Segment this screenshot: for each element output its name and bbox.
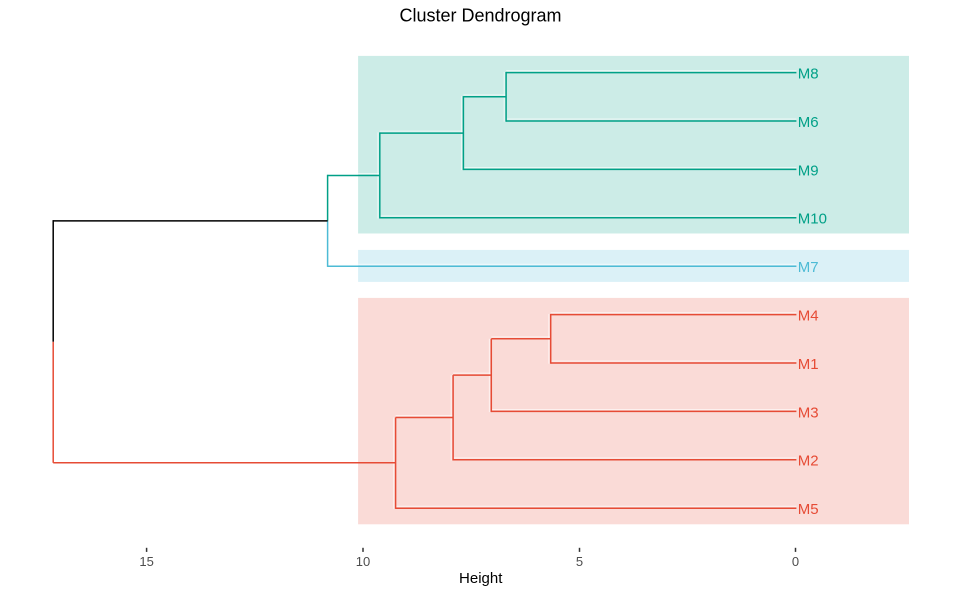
svg-text:10: 10	[356, 554, 370, 569]
svg-text:M6: M6	[798, 114, 819, 131]
svg-text:M1: M1	[798, 356, 819, 373]
svg-text:Cluster Dendrogram: Cluster Dendrogram	[399, 6, 561, 26]
svg-text:M8: M8	[798, 66, 819, 83]
svg-text:M4: M4	[798, 308, 819, 325]
svg-text:M9: M9	[798, 162, 819, 179]
svg-text:M3: M3	[798, 404, 819, 421]
svg-text:15: 15	[139, 554, 153, 569]
svg-text:Height: Height	[459, 570, 503, 587]
svg-text:M2: M2	[798, 453, 819, 470]
svg-text:0: 0	[792, 554, 799, 569]
svg-text:M7: M7	[798, 259, 819, 276]
svg-text:5: 5	[576, 554, 583, 569]
svg-text:M10: M10	[798, 211, 827, 228]
svg-text:M5: M5	[798, 501, 819, 518]
